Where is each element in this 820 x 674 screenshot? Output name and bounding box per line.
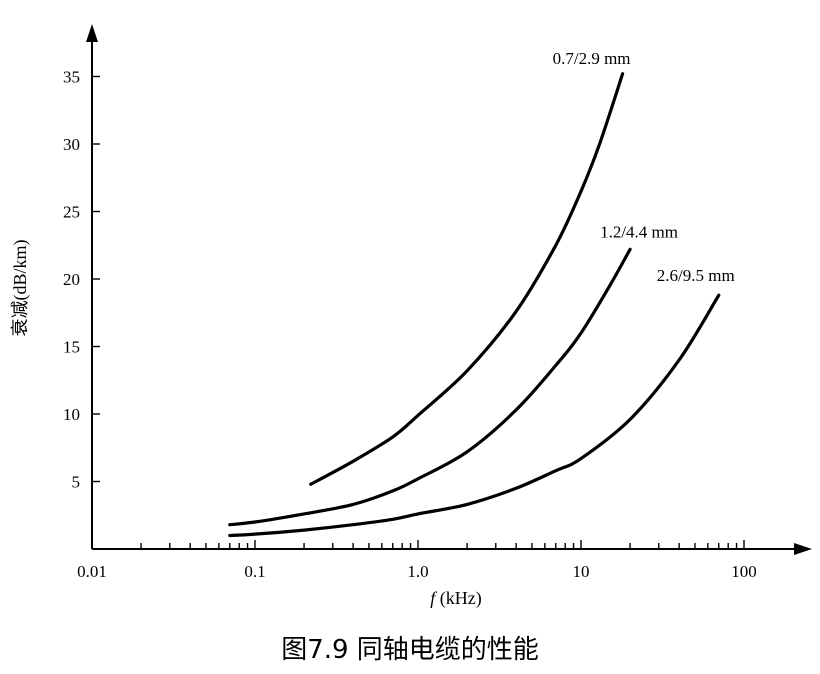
x-tick-label: 0.1: [244, 562, 265, 581]
x-tick-label: 0.01: [77, 562, 107, 581]
y-tick-label: 35: [63, 68, 80, 87]
x-axis-arrow: [794, 543, 812, 555]
tick-marks: [91, 75, 745, 549]
y-axis-title: 衰减(dB/km): [10, 239, 31, 336]
x-axis-title-symbol: f: [430, 588, 438, 608]
x-tick-label: 1.0: [407, 562, 428, 581]
y-tick-label: 25: [63, 203, 80, 222]
series-label-2: 1.2/4.4 mm: [600, 222, 678, 241]
series-label-1: 0.7/2.9 mm: [553, 49, 631, 68]
y-tick-label: 15: [63, 338, 80, 357]
y-axis-arrow: [86, 24, 98, 42]
series-layer: [228, 72, 721, 538]
series-line-1: [309, 72, 625, 486]
labels: 0.01 0.1 1.0 10 100 5 10 15 20 25 30 35 衰减(dB/km) f (…: [10, 49, 757, 609]
y-tick-label: 5: [72, 473, 81, 492]
y-tick-label: 10: [63, 405, 80, 424]
x-tick-label: 100: [731, 562, 757, 581]
y-tick-label: 30: [63, 135, 80, 154]
y-tick-label: 20: [63, 270, 80, 289]
x-tick-label: 10: [573, 562, 590, 581]
series-line-2: [228, 247, 632, 527]
x-axis-title: f (kHz): [430, 588, 482, 609]
figure-caption: 图7.9 同轴电缆的性能: [281, 635, 539, 665]
axes: [86, 24, 812, 555]
series-line-3: [228, 293, 721, 538]
x-axis-title-unit: (kHz): [435, 588, 481, 609]
series-label-3: 2.6/9.5 mm: [657, 266, 735, 285]
